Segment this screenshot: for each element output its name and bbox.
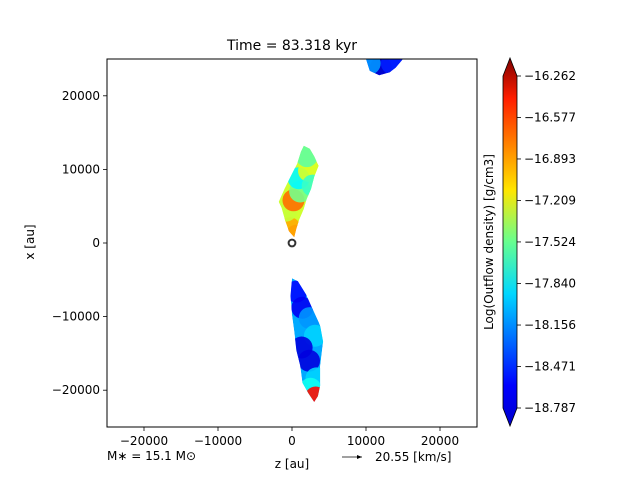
- y-tick-label: −20000: [52, 383, 100, 397]
- density-sample: [304, 386, 324, 402]
- colorbar-label: Log(Outflow density) [g/cm3]: [482, 154, 496, 330]
- plot-frame: [106, 58, 478, 428]
- mass-annotation: M∗ = 15.1 M⊙: [107, 449, 196, 463]
- colorbar-ticks: −16.262 −16.577 −16.893 −17.209 −17.524 −17.8…: [517, 69, 576, 415]
- chart-title: Time = 83.318 kyr: [226, 38, 357, 54]
- x-axis-label: z [au]: [275, 457, 309, 471]
- velocity-scale-label: 20.55 [km/s]: [375, 450, 451, 464]
- y-tick-label: 0: [92, 236, 100, 250]
- colorbar-tick-label: −16.893: [524, 152, 576, 166]
- y-tick-label: −10000: [52, 310, 100, 324]
- x-tick-label: −10000: [194, 434, 242, 448]
- y-tick-label: 10000: [62, 162, 100, 176]
- star-marker-layer: [287, 238, 297, 248]
- colorbar-tick-label: −18.156: [524, 318, 576, 332]
- velocity-scale-arrowhead: [357, 455, 362, 459]
- colorbar-tick-label: −17.209: [524, 194, 576, 208]
- x-tick-label: 0: [288, 434, 296, 448]
- colorbar-tick-label: −18.787: [524, 401, 576, 415]
- density-sample: [301, 174, 319, 197]
- x-tick-label: 20000: [421, 434, 459, 448]
- density-sample: [295, 145, 318, 168]
- star-marker: [287, 238, 297, 248]
- colorbar-tick-label: −17.840: [524, 276, 576, 290]
- colorbar-tick-label: −16.262: [524, 69, 576, 83]
- x-axis-ticks: −20000 −10000 0 10000 20000: [120, 427, 459, 448]
- y-axis-label: x [au]: [23, 224, 37, 259]
- region-north-lobe: [278, 145, 319, 238]
- colorbar: [502, 56, 518, 428]
- y-tick-label: 20000: [62, 89, 100, 103]
- density-sample: [380, 59, 403, 75]
- region-top-edge-clump: [366, 59, 403, 76]
- y-axis-ticks: 20000 10000 0 −10000 −20000: [52, 89, 107, 397]
- region-south-lobe: [290, 278, 324, 402]
- outflow-regions: [278, 59, 403, 402]
- colorbar-tick-label: −16.577: [524, 110, 576, 124]
- density-sample: [366, 59, 381, 75]
- colorbar-tick-label: −18.471: [524, 359, 576, 373]
- density-sample: [298, 349, 321, 372]
- colorbar-tick-label: −17.524: [524, 235, 576, 249]
- x-tick-label: 10000: [347, 434, 385, 448]
- x-tick-label: −20000: [120, 434, 168, 448]
